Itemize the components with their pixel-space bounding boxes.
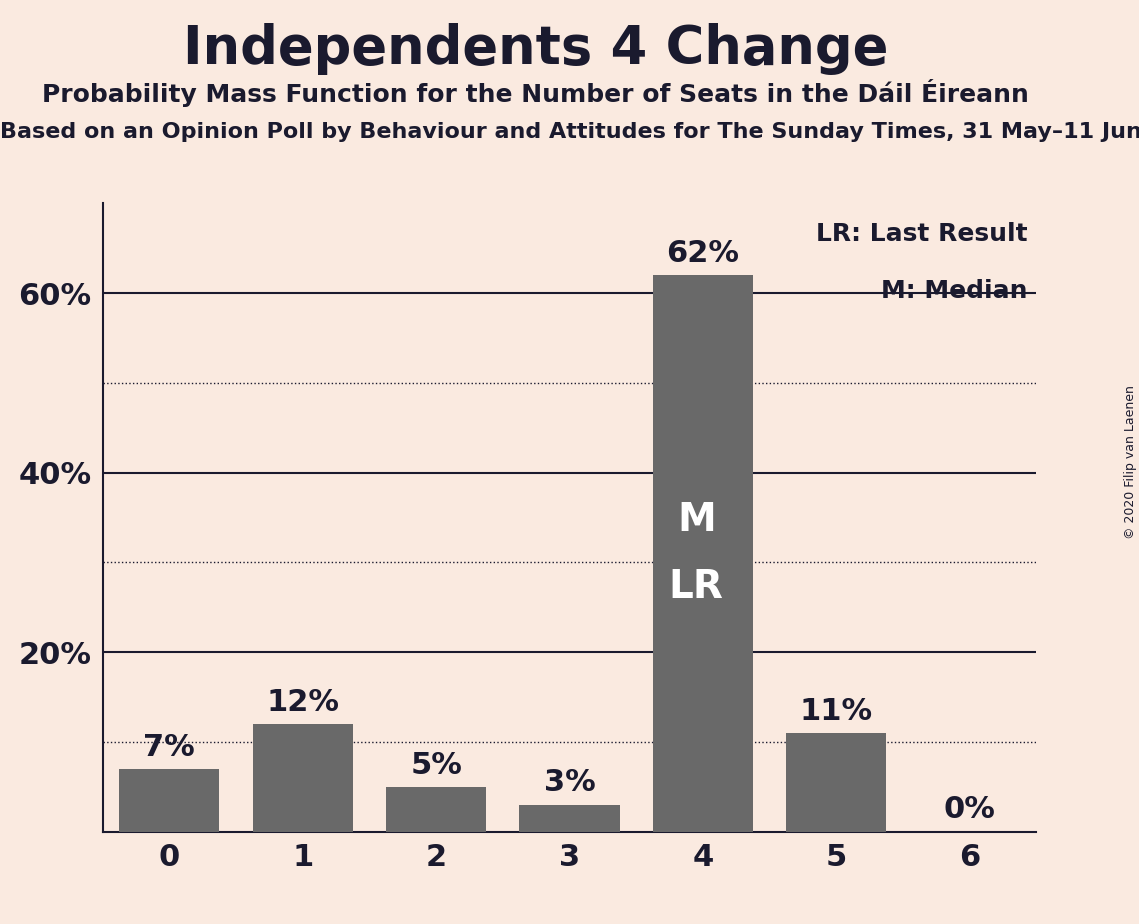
Text: LR: Last Result: LR: Last Result bbox=[816, 222, 1027, 246]
Text: LR: LR bbox=[669, 567, 723, 606]
Bar bbox=[786, 733, 886, 832]
Text: M: Median: M: Median bbox=[880, 279, 1027, 303]
Text: Based on an Opinion Poll by Behaviour and Attitudes for The Sunday Times, 31 May: Based on an Opinion Poll by Behaviour an… bbox=[0, 122, 1139, 142]
Bar bbox=[519, 805, 620, 832]
Text: Independents 4 Change: Independents 4 Change bbox=[182, 23, 888, 75]
Bar bbox=[386, 786, 486, 832]
Text: 11%: 11% bbox=[800, 697, 872, 725]
Bar bbox=[253, 723, 353, 832]
Text: 0%: 0% bbox=[944, 796, 995, 824]
Text: 5%: 5% bbox=[410, 750, 462, 780]
Text: © 2020 Filip van Laenen: © 2020 Filip van Laenen bbox=[1124, 385, 1137, 539]
Text: Probability Mass Function for the Number of Seats in the Dáil Éireann: Probability Mass Function for the Number… bbox=[42, 79, 1029, 106]
Bar bbox=[653, 275, 753, 832]
Text: 12%: 12% bbox=[267, 687, 339, 717]
Text: 62%: 62% bbox=[666, 239, 739, 268]
Text: M: M bbox=[677, 501, 715, 539]
Text: 7%: 7% bbox=[144, 733, 195, 761]
Bar bbox=[120, 769, 219, 832]
Text: 3%: 3% bbox=[543, 769, 596, 797]
